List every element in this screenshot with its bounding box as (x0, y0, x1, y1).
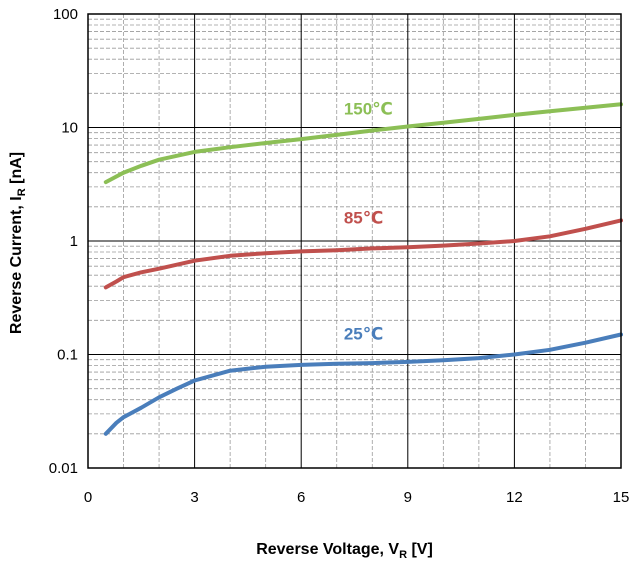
plot-area-border (87, 13, 622, 469)
x-tick-label: 6 (297, 489, 305, 506)
y-axis-title: Reverse Current, IR [nA] (8, 152, 28, 334)
x-tick-label: 3 (190, 489, 198, 506)
series-line-0 (103, 102, 623, 185)
y-tick-label: 100 (53, 6, 78, 23)
x-tick-label: 9 (404, 489, 412, 506)
y-tick-label: 1 (70, 233, 78, 250)
y-axis-title-main: Reverse Current, I (8, 196, 25, 334)
y-axis-title-unit: [nA] (8, 152, 25, 188)
series-group: 150℃ 85℃ 25℃ (103, 100, 623, 436)
series-line-1 (103, 218, 623, 290)
y-tick-label: 0.1 (57, 347, 78, 364)
x-tick-label: 12 (506, 489, 523, 506)
x-axis-title-unit: [V] (407, 541, 433, 558)
x-axis-title-main: Reverse Voltage, V (256, 541, 399, 558)
series-label-2: 25℃ (344, 325, 384, 344)
x-tick-label: 0 (84, 489, 92, 506)
y-axis-title-subscript: R (16, 188, 28, 196)
series-label-0: 150℃ (344, 100, 393, 119)
y-tick-label: 10 (61, 120, 78, 137)
tick-labels: 0 3 6 9 12 15 0.01 0.1 1 10 100 (49, 6, 630, 506)
y-tick-label: 0.01 (49, 460, 78, 477)
x-axis-title: Reverse Voltage, VR [V] (256, 541, 433, 561)
x-axis-title-subscript: R (399, 549, 407, 561)
series-label-1: 85℃ (344, 209, 384, 228)
x-tick-label: 15 (613, 489, 630, 506)
grid (87, 13, 622, 469)
series-line-2 (103, 332, 623, 436)
